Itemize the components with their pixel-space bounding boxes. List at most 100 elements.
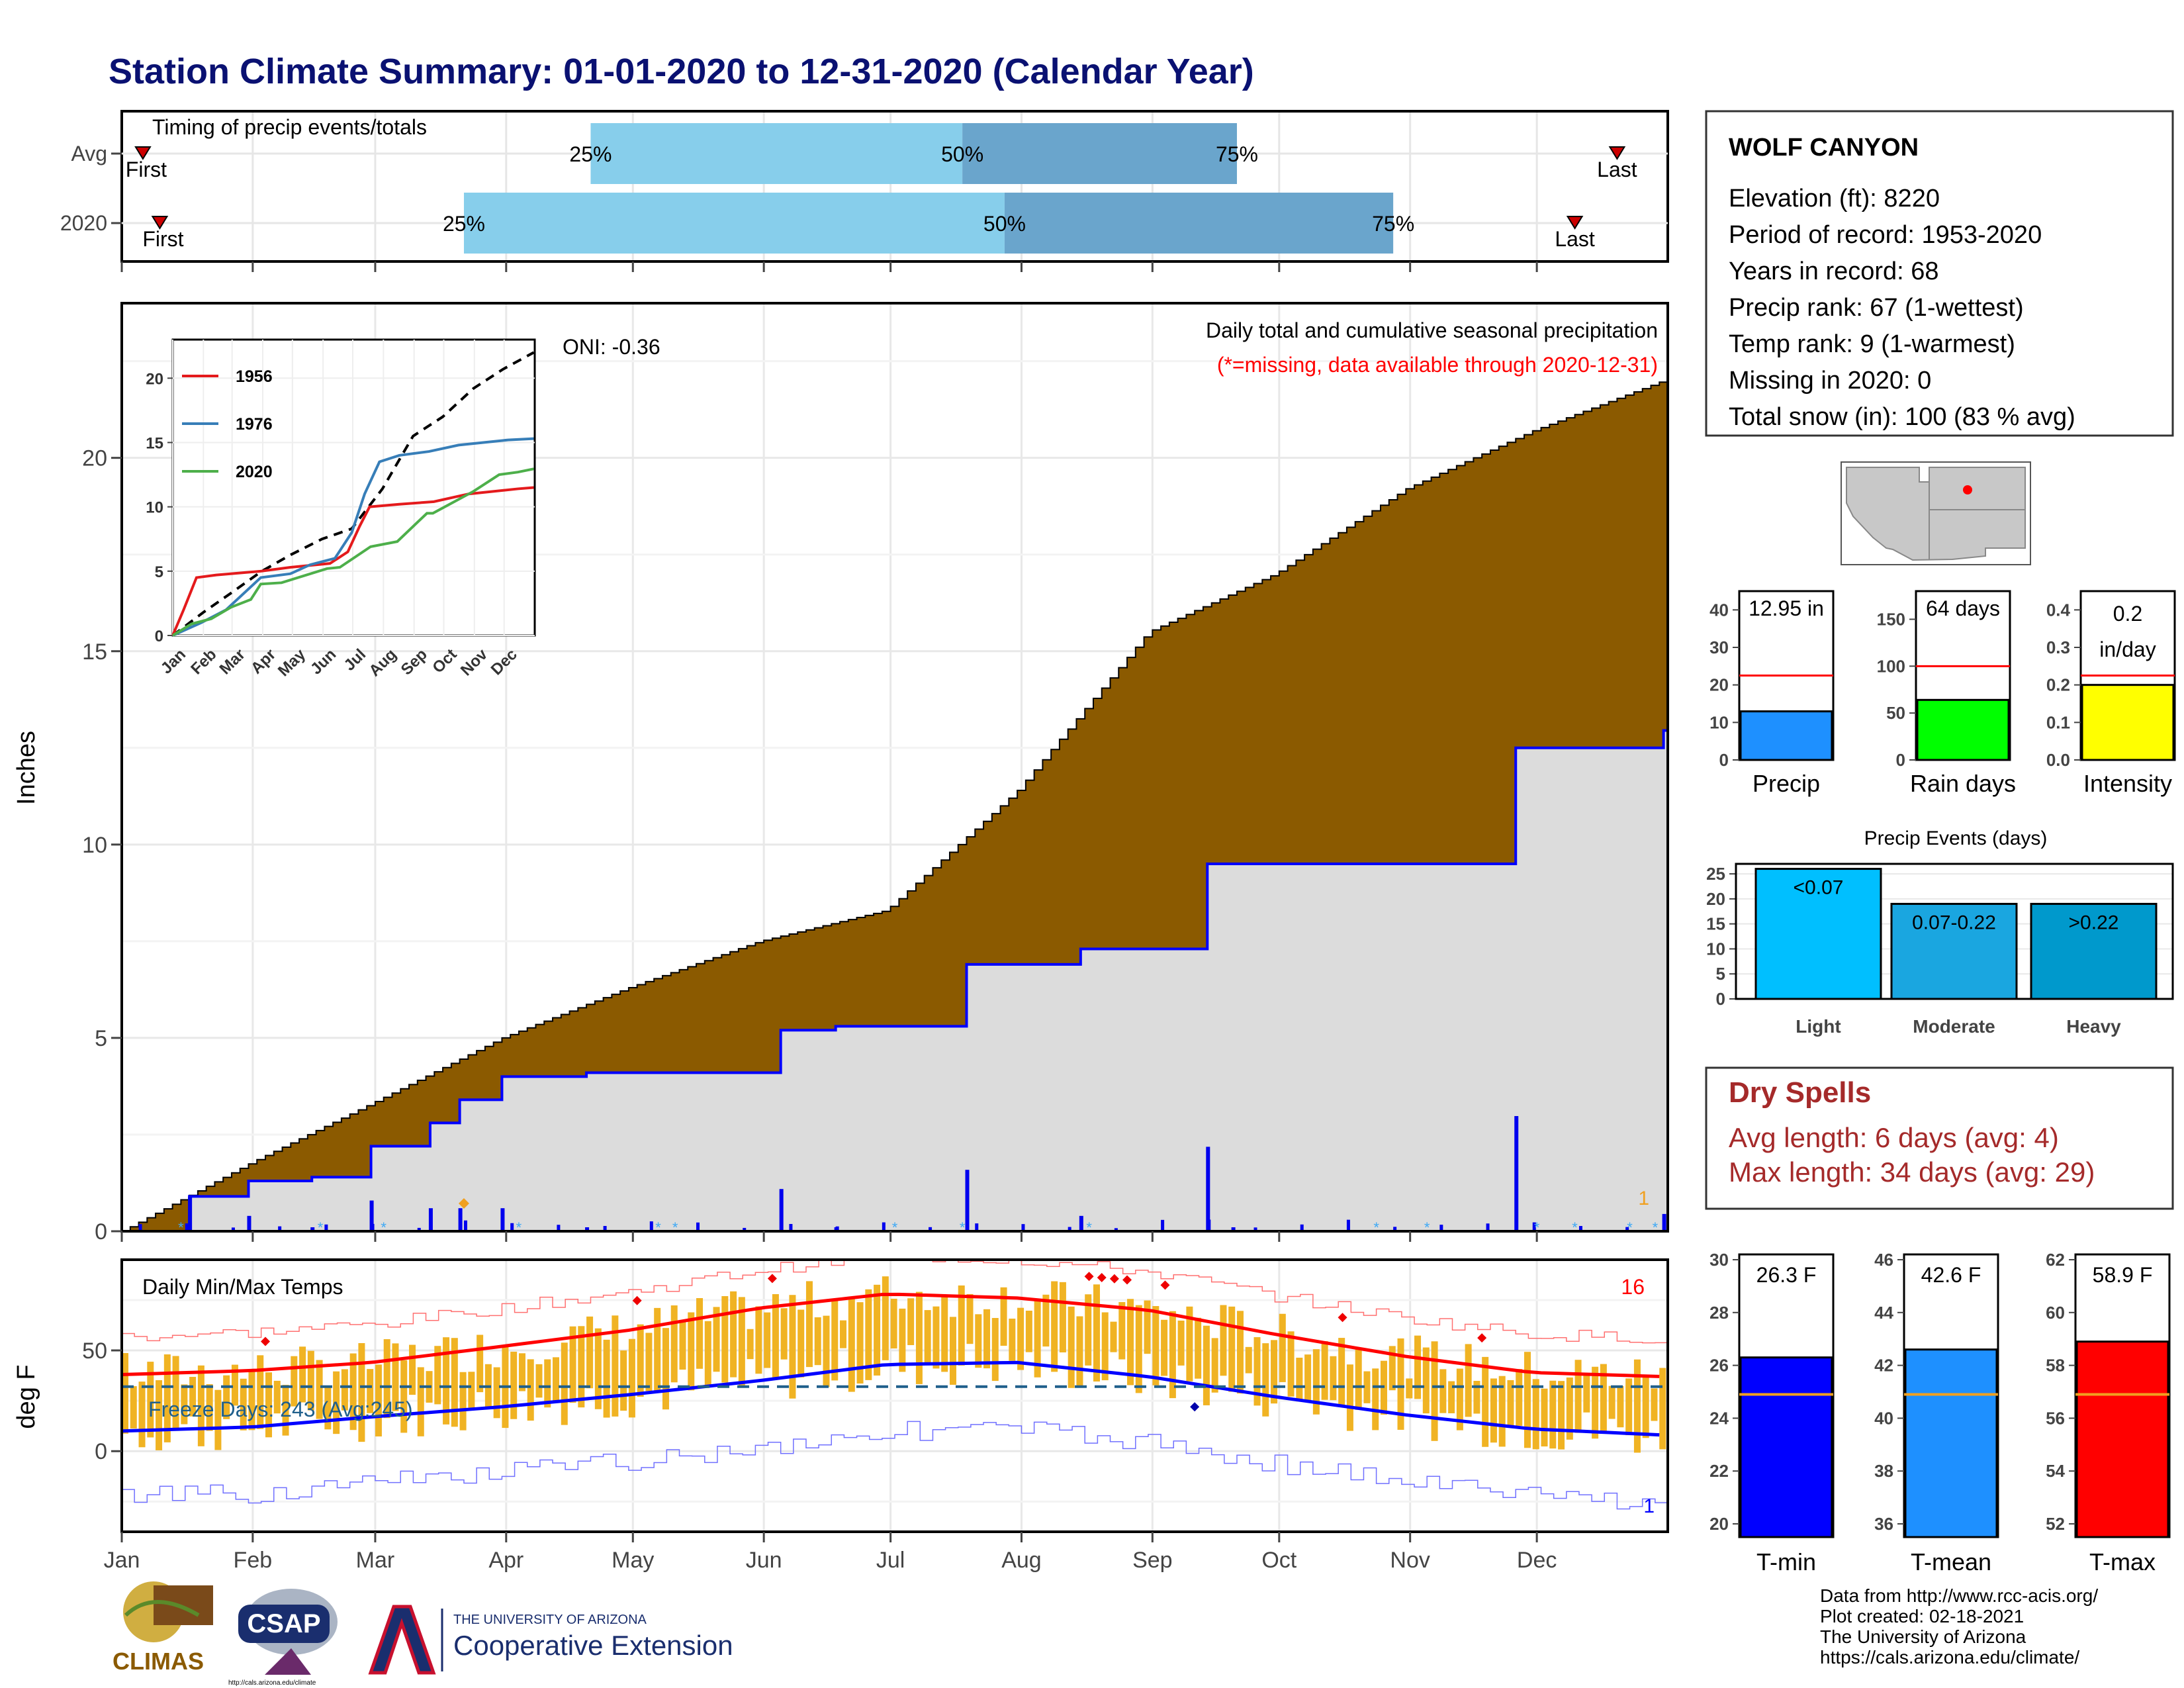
daily-precip-bar [1486, 1223, 1490, 1231]
precip-missing-note: (*=missing, data available through 2020-… [1217, 353, 1658, 377]
month-label: Mar [356, 1548, 395, 1573]
daily-precip-bar [1393, 1227, 1397, 1231]
mini-bar-value-label: 12.95 in [1749, 596, 1824, 620]
precip-ytick-label: 15 [82, 639, 107, 665]
mini-bar-ytick-label: 0 [1896, 750, 1905, 770]
events-ytick-label: 20 [1706, 889, 1725, 909]
daily-temp-bar [156, 1380, 163, 1450]
climas-logo: CLIMAS [113, 1581, 213, 1675]
temperature-summary-bars: 20 22 24 26 28 30 26.3 F T-min 36 38 40 42 44 46 42.6 … [1709, 1250, 2171, 1575]
station-info-line: Precip rank: 67 (1-wettest) [1729, 294, 2024, 322]
daily-temp-bar [755, 1306, 762, 1374]
daily-temp-bar [780, 1308, 788, 1360]
snow-marker: * [892, 1219, 898, 1236]
daily-precip-bar [369, 1200, 374, 1231]
temp-bar-ytick-label: 46 [1874, 1250, 1893, 1270]
daily-temp-bar [324, 1386, 332, 1430]
events-title: Precip Events (days) [1864, 827, 2048, 849]
mini-bar-ytick-label: 30 [1709, 637, 1729, 657]
temp-bar-ytick-label: 20 [1709, 1514, 1729, 1534]
daily-temp-bar [848, 1297, 855, 1392]
daily-temp-bar [949, 1317, 956, 1385]
daily-temp-bar [1608, 1385, 1615, 1419]
snow-marker: * [516, 1219, 522, 1236]
daily-precip-bar [649, 1221, 653, 1231]
daily-precip-bar [1021, 1224, 1025, 1231]
tmax-normal-line [122, 1292, 1660, 1378]
daily-temp-bar [1177, 1320, 1185, 1366]
daily-temp-bar [856, 1302, 864, 1384]
daily-precip-bar [417, 1227, 421, 1231]
daily-temp-bar [400, 1360, 408, 1433]
snow-marker: * [1086, 1219, 1092, 1236]
temp-ytick-label: 0 [95, 1439, 107, 1464]
daily-precip-bar [463, 1220, 467, 1231]
mini-bar-value [2081, 684, 2175, 761]
daily-temp-bar [789, 1295, 796, 1399]
station-info-line: Years in record: 68 [1729, 258, 1939, 285]
daily-temp-bar [1169, 1311, 1176, 1399]
temp-bar-value [1904, 1348, 1998, 1538]
events-bar [1754, 868, 1882, 1000]
daily-temp-bar [392, 1343, 399, 1411]
quartile-bar-25-50 [463, 193, 1005, 254]
month-label: Aug [1001, 1548, 1042, 1573]
daily-temp-bar [527, 1359, 534, 1421]
daily-temp-bar [941, 1295, 948, 1372]
daily-temp-bar [1118, 1301, 1126, 1360]
daily-temp-bar [1642, 1376, 1649, 1438]
daily-temp-bar [1271, 1340, 1278, 1404]
daily-temp-bar [1498, 1376, 1506, 1447]
daily-precip-bar [324, 1224, 328, 1231]
daily-temp-bar [553, 1357, 560, 1403]
daily-precip-bar [458, 1208, 463, 1231]
daily-precip-bar [510, 1223, 514, 1231]
daily-temp-bar [797, 1309, 805, 1378]
inset-series-line [172, 437, 534, 637]
daily-temp-bar [1651, 1388, 1658, 1421]
temp-bar-label: T-max [2089, 1548, 2156, 1575]
daily-temp-bar [147, 1362, 154, 1438]
daily-temp-bar [594, 1328, 602, 1409]
daily-temp-bar [1355, 1348, 1362, 1410]
inset-ytick-label: 0 [155, 628, 163, 645]
last-event-marker [1608, 146, 1626, 160]
daily-temp-bar [1473, 1381, 1480, 1414]
mini-bar-ytick-label: 0.2 [2046, 675, 2070, 695]
daily-temp-bar [1279, 1313, 1286, 1382]
ua-extension-name: Cooperative Extension [453, 1630, 733, 1661]
daily-temp-bar [1101, 1312, 1109, 1381]
daily-temp-bar [738, 1297, 745, 1386]
daily-precip-bar [138, 1224, 142, 1231]
temp-bar-value-label: 42.6 F [1921, 1263, 1981, 1287]
temp-bar-ytick-label: 62 [2046, 1250, 2065, 1270]
mini-bar-label: Rain days [1910, 770, 2016, 797]
daily-temp-bar [1321, 1341, 1328, 1400]
first-event-label: First [142, 227, 183, 251]
dry-spells-avg: Avg length: 6 days (avg: 4) [1729, 1122, 2059, 1153]
temp-bar-value [1739, 1356, 1833, 1538]
daily-temp-bar [349, 1353, 357, 1430]
daily-temp-bar [1372, 1368, 1379, 1430]
temp-bar-ytick-label: 22 [1709, 1461, 1729, 1481]
precip-ytick-label: 10 [82, 833, 107, 858]
daily-temp-bar [1236, 1311, 1244, 1394]
ua-extension-logo: THE UNIVERSITY OF ARIZONA Cooperative Ex… [368, 1605, 733, 1675]
temp-panel: 0 50 deg F Daily Min/Max Temps 16 1 Freez… [13, 1258, 1669, 1533]
daily-temp-bar [890, 1298, 897, 1349]
daily-temp-bar [772, 1294, 779, 1380]
daily-temp-bar [1439, 1369, 1447, 1413]
snow-marker: * [1572, 1219, 1578, 1236]
last-event-label: Last [1597, 158, 1637, 181]
mini-bar-value-label: 64 days [1926, 596, 2000, 620]
region-map-shape [1846, 467, 2026, 561]
precip-ytick-label: 5 [95, 1026, 107, 1051]
snow-marker: * [1534, 1219, 1540, 1236]
temp-bar-label: T-mean [1911, 1548, 1991, 1575]
daily-temp-bar [1304, 1354, 1312, 1402]
mini-bar-value [1739, 710, 1833, 761]
daily-temp-bar [544, 1359, 551, 1408]
daily-temp-bar [1574, 1360, 1582, 1433]
record-high-marker [1097, 1273, 1107, 1283]
first-event-label: First [126, 158, 167, 181]
